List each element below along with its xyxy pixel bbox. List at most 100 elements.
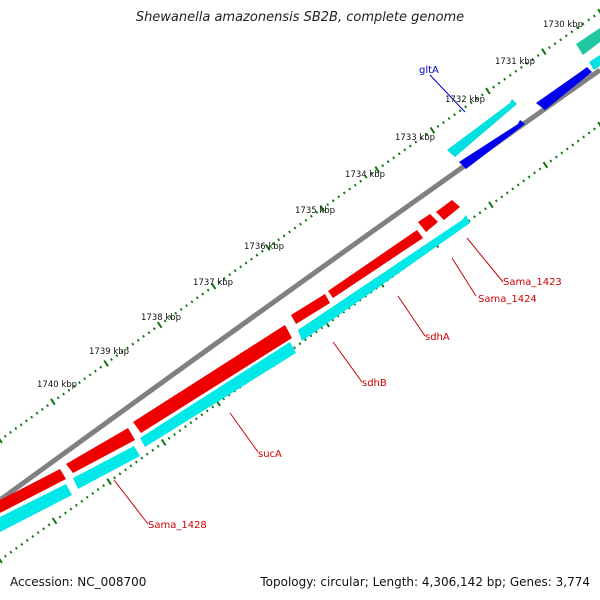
- inner-minor-tick: [473, 215, 476, 219]
- tick-labels: 1730 kbp 1731 kbp 1732 kbp 1733 kbp 1734…: [37, 20, 583, 390]
- outer-major-tick: [264, 243, 271, 251]
- inner-minor-tick: [211, 405, 215, 409]
- outer-major-tick: [210, 282, 217, 290]
- outer-minor-tick: [364, 175, 368, 179]
- inner-minor-tick: [140, 456, 144, 460]
- inner-minor-tick: [304, 338, 307, 342]
- outer-minor-tick: [244, 261, 248, 265]
- inner-minor-tick: [189, 421, 193, 425]
- inner-minor-tick: [129, 464, 133, 468]
- outer-minor-tick: [419, 136, 423, 140]
- outer-minor-tick: [228, 273, 232, 277]
- outer-minor-tick: [442, 121, 445, 124]
- inner-minor-tick: [4, 554, 7, 558]
- reverse-cds-sucA: [133, 325, 292, 433]
- inner-minor-tick: [309, 334, 313, 338]
- outer-minor-tick: [553, 42, 557, 46]
- outer-minor-tick: [531, 57, 535, 62]
- tick-label: 1738 kbp: [141, 313, 181, 323]
- outer-minor-tick: [94, 369, 97, 373]
- outer-minor-tick: [83, 377, 87, 381]
- inner-minor-tick: [587, 131, 591, 135]
- reverse-gene-track-4: [0, 484, 72, 532]
- forward-strand-features: [447, 28, 600, 169]
- outer-minor-tick: [288, 230, 291, 234]
- outer-minor-tick: [592, 14, 596, 18]
- outer-minor-tick: [570, 30, 574, 34]
- forward-gene-arrow-1: [447, 99, 517, 157]
- inner-minor-tick: [151, 448, 155, 452]
- outer-major-tick: [103, 359, 109, 367]
- outer-minor-tick: [277, 238, 281, 242]
- tick-label: 1730 kbp: [543, 20, 583, 30]
- outer-minor-tick: [152, 327, 156, 331]
- tick-label: 1739 kbp: [89, 347, 129, 357]
- inner-minor-tick: [565, 147, 569, 151]
- outer-minor-tick: [480, 93, 484, 97]
- outer-minor-tick: [9, 430, 12, 434]
- inner-minor-tick: [293, 346, 296, 350]
- inner-minor-tick: [64, 511, 67, 515]
- inner-minor-tick: [478, 211, 482, 215]
- outer-minor-tick: [217, 280, 221, 284]
- gene-label-Sama_1423: Sama_1423: [503, 277, 562, 288]
- outer-minor-tick: [131, 342, 135, 346]
- outer-minor-tick: [353, 183, 357, 187]
- outer-minor-tick: [115, 354, 119, 358]
- outer-minor-tick: [326, 203, 330, 207]
- outer-minor-tick: [46, 404, 49, 408]
- gene-label-sucA: sucA: [258, 449, 282, 460]
- teal-feature: [576, 28, 600, 55]
- outer-minor-tick: [99, 365, 103, 369]
- outer-minor-tick: [271, 242, 275, 246]
- inner-minor-tick: [36, 531, 40, 535]
- outer-minor-tick: [78, 381, 81, 385]
- outer-minor-tick: [315, 210, 319, 214]
- outer-minor-tick: [56, 396, 60, 400]
- inner-minor-tick: [522, 179, 526, 183]
- inner-minor-tick: [96, 488, 100, 491]
- inner-minor-tick: [58, 515, 62, 519]
- outer-minor-tick: [564, 34, 568, 38]
- leader-Sama_1424: [451, 257, 477, 297]
- gene-labels: gltA Sama_1423 Sama_1424 sdhA sdhB sucA …: [148, 65, 562, 531]
- leader-sdhB: [332, 341, 363, 383]
- outer-minor-tick: [414, 140, 418, 144]
- outer-minor-tick: [576, 26, 579, 30]
- inner-minor-tick: [549, 159, 553, 163]
- inner-minor-tick: [576, 139, 580, 143]
- outer-minor-tick: [386, 160, 390, 164]
- inner-minor-tick: [484, 207, 487, 211]
- inner-minor-tick: [134, 460, 138, 464]
- tick-label: 1733 kbp: [395, 133, 435, 143]
- outer-minor-tick: [397, 152, 401, 156]
- inner-minor-tick: [554, 155, 558, 159]
- inner-minor-tick: [178, 429, 182, 433]
- outer-minor-tick: [72, 384, 76, 388]
- inner-major-tick: [0, 558, 3, 564]
- outer-minor-tick: [425, 132, 429, 136]
- outer-minor-tick: [185, 304, 188, 308]
- tick-label: 1740 kbp: [37, 380, 77, 390]
- gene-label-Sama_1424: Sama_1424: [478, 294, 537, 305]
- outer-major-tick: [374, 166, 380, 173]
- accession-label: Accession: NC_008700: [10, 575, 147, 589]
- tick-label: 1736 kbp: [244, 242, 284, 252]
- outer-major-tick: [429, 126, 436, 134]
- outer-minor-tick: [392, 156, 396, 160]
- outer-major-tick: [541, 48, 547, 56]
- inner-minor-tick: [184, 425, 187, 429]
- leader-sdhA: [397, 295, 426, 337]
- inner-minor-tick: [9, 550, 13, 554]
- outer-major-tick: [597, 8, 600, 14]
- outer-minor-tick: [282, 234, 286, 238]
- outer-minor-tick: [331, 199, 335, 203]
- outer-minor-tick: [179, 307, 183, 311]
- tick-label: 1732 kbp: [445, 95, 485, 105]
- outer-minor-tick: [581, 22, 585, 26]
- outer-minor-tick: [348, 187, 352, 191]
- gene-label-Sama_1428: Sama_1428: [148, 520, 207, 531]
- outer-minor-tick: [299, 222, 302, 226]
- outer-minor-tick: [497, 81, 501, 85]
- outer-minor-tick: [458, 109, 462, 113]
